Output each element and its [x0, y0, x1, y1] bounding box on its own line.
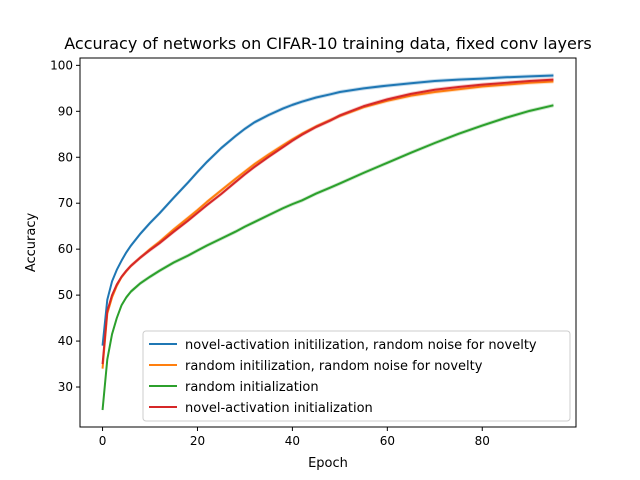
plot-frame — [79, 57, 577, 428]
legend: novel-activation initilization, random n… — [142, 330, 571, 422]
y-tick-label: 70 — [58, 196, 73, 210]
legend-label: random initilization, random noise for n… — [185, 359, 483, 374]
y-tick-label: 80 — [58, 150, 73, 164]
series-line — [101, 74, 554, 346]
y-tick-label: 100 — [50, 58, 73, 72]
x-tick-label: 60 — [380, 434, 395, 448]
legend-box — [142, 330, 571, 422]
series-line — [101, 78, 554, 365]
x-tick-label: 40 — [285, 434, 300, 448]
series-band — [102, 73, 554, 348]
x-tick-label: 20 — [190, 434, 205, 448]
chart-title: Accuracy of networks on CIFAR-10 trainin… — [64, 34, 592, 53]
x-tick-label: 80 — [475, 434, 490, 448]
y-tick-label: 50 — [58, 288, 73, 302]
legend-label: novel-activation initialization — [185, 401, 373, 416]
legend-label: novel-activation initilization, random n… — [185, 338, 537, 353]
y-axis: 30 40 50 60 70 80 90 100 — [50, 58, 80, 394]
y-tick-label: 60 — [58, 242, 73, 256]
x-axis: 0 20 40 60 80 — [99, 427, 490, 448]
y-tick-label: 90 — [58, 104, 73, 118]
x-tick-label: 0 — [99, 434, 107, 448]
x-axis-label: Epoch — [308, 456, 348, 471]
y-axis-label: Accuracy — [24, 213, 39, 273]
series-line — [101, 104, 554, 411]
y-tick-label: 30 — [58, 380, 73, 394]
plot-area — [101, 73, 554, 412]
legend-label: random initialization — [185, 380, 319, 395]
y-tick-label: 40 — [58, 334, 73, 348]
